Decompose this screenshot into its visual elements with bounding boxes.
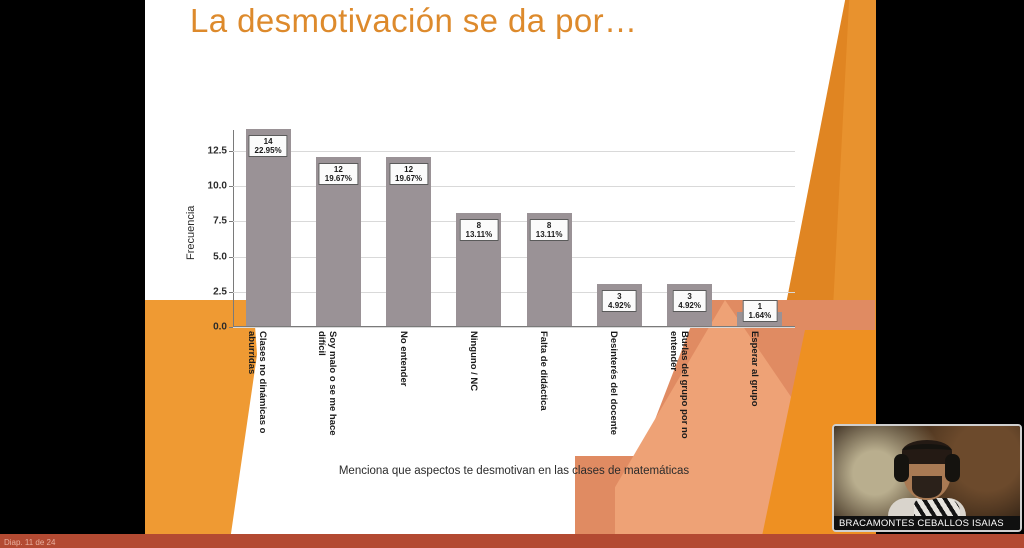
x-tick-label: Esperar al grupo: [748, 331, 760, 407]
bar[interactable]: 12 19.67%: [386, 157, 432, 326]
bar-value-label: 8 13.11%: [529, 219, 569, 242]
gridline: [233, 151, 795, 153]
y-tick-label: 12.5: [207, 145, 227, 157]
bar[interactable]: 1 1.64%: [737, 300, 783, 326]
bar[interactable]: 3 4.92%: [596, 283, 642, 326]
y-tick-mark: [229, 221, 233, 223]
y-tick-mark: [229, 327, 233, 328]
headphone-left-icon: [894, 454, 909, 482]
person-beard: [912, 476, 942, 498]
y-axis-line: [233, 130, 234, 327]
y-axis-label: Frecuencia: [185, 205, 197, 260]
x-tick-label: Ninguno / NC: [467, 331, 479, 392]
x-axis-tick-labels: Clases no dinámicas o aburridas Soy malo o…: [233, 327, 795, 477]
bar-slot: 8 13.11%: [514, 130, 584, 326]
x-tick-label: Desinterés del docente: [608, 331, 620, 436]
presentation-slide: La desmotivación se da por… Frecuencia 0…: [145, 0, 876, 536]
bar-value-label: 1 1.64%: [742, 300, 778, 322]
x-tick: Soy malo o se me hace difícil: [303, 327, 373, 477]
x-tick: Esperar al grupo: [725, 327, 795, 477]
x-axis-title: Menciona que aspectos te desmotivan en l…: [338, 465, 690, 477]
bar[interactable]: 8 13.11%: [526, 213, 572, 326]
y-tick-mark: [229, 151, 233, 153]
gridline: [233, 221, 795, 223]
presentation-bottom-bar: Diap. 11 de 24: [0, 534, 1024, 548]
y-tick-mark: [229, 256, 233, 258]
x-tick: Ninguno / NC: [444, 327, 514, 477]
participant-video-tile[interactable]: BRACAMONTES CEBALLOS ISAIAS: [832, 424, 1022, 532]
bar[interactable]: 3 4.92%: [667, 283, 713, 326]
x-tick: Burlas del grupo por no entender: [655, 327, 725, 477]
bar-slot: 3 4.92%: [655, 130, 725, 326]
x-tick-label: Soy malo o se me hace difícil: [316, 331, 339, 436]
bars-container: 14 22.95% 12 19.67% 12 19.67% 8 13.11% 8 13.11% 3 4…: [233, 129, 795, 326]
x-tick-label: Burlas del grupo por no entender: [667, 331, 690, 439]
bar-value-label: 12 19.67%: [318, 163, 358, 186]
y-tick-label: 0.0: [213, 321, 227, 333]
headphone-right-icon: [945, 454, 960, 482]
bar-value-label: 14 22.95%: [248, 135, 288, 157]
bar-chart: Frecuencia 0.0 2.5 5.0 7.5 10.0 12.5 14 22.95%…: [185, 110, 805, 510]
x-tick: No entender: [374, 327, 444, 477]
bar-value-label: 3 4.92%: [672, 289, 707, 312]
gridline: [233, 327, 795, 328]
bar[interactable]: 12 19.67%: [315, 157, 361, 326]
bar-slot: 8 13.11%: [444, 130, 514, 326]
bar[interactable]: 14 22.95%: [245, 129, 291, 326]
x-tick: Desinterés del docente: [584, 327, 654, 477]
gridline: [233, 256, 795, 258]
x-tick-label: Falta de didáctica: [538, 331, 550, 411]
bar-slot: 12 19.67%: [303, 130, 373, 326]
bar[interactable]: 8 13.11%: [456, 213, 502, 326]
bar-slot: 1 1.64%: [725, 130, 795, 326]
bar-slot: 14 22.95%: [233, 129, 303, 326]
x-tick-label: Clases no dinámicas o aburridas: [246, 331, 269, 434]
gridline: [233, 186, 795, 188]
y-tick-label: 10.0: [207, 180, 227, 192]
y-tick-label: 2.5: [213, 286, 227, 298]
slide-title: La desmotivación se da por…: [190, 2, 638, 39]
x-tick: Falta de didáctica: [514, 327, 584, 477]
y-tick-mark: [229, 186, 233, 188]
gridline: [233, 291, 795, 293]
plot-area: 0.0 2.5 5.0 7.5 10.0 12.5 14 22.95% 12 19.67% 12 1…: [208, 129, 795, 333]
participant-name-label: BRACAMONTES CEBALLOS ISAIAS: [834, 516, 1020, 530]
slide-counter: Diap. 11 de 24: [4, 538, 56, 547]
bar-slot: 3 4.92%: [584, 130, 654, 326]
x-tick: Clases no dinámicas o aburridas: [233, 327, 303, 477]
bar-value-label: 3 4.92%: [602, 289, 637, 312]
y-tick-mark: [229, 291, 233, 293]
bar-value-label: 8 13.11%: [459, 219, 499, 242]
x-tick-label: No entender: [397, 331, 409, 387]
y-tick-label: 7.5: [213, 215, 227, 227]
x-axis-line: [233, 326, 795, 327]
bar-value-label: 12 19.67%: [389, 163, 429, 186]
headphones-band-icon: [902, 444, 952, 457]
y-tick-label: 5.0: [213, 251, 227, 263]
bar-slot: 12 19.67%: [374, 130, 444, 326]
